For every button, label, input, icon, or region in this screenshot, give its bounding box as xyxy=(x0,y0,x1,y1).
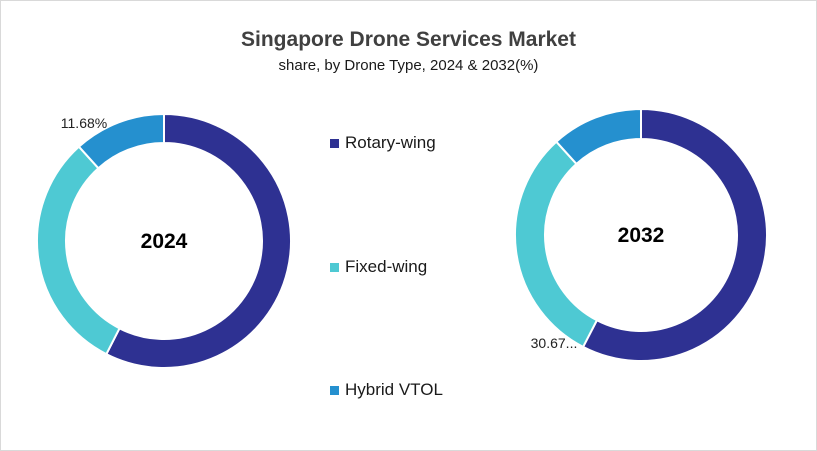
legend-label: Fixed-wing xyxy=(345,257,428,276)
donut-slice-fixed-wing-2032 xyxy=(514,140,599,349)
donut-slice-rotary-wing-2024 xyxy=(104,112,292,369)
donut-slice-hybrid-vtol-2024 xyxy=(77,112,165,170)
legend-swatch xyxy=(330,262,339,272)
legend-item-rotary-wing: Rotary-wing xyxy=(330,133,436,153)
legend-swatch xyxy=(330,385,339,395)
legend-item-fixed-wing: Fixed-wing xyxy=(330,257,427,277)
chart-title: Singapore Drone Services Market xyxy=(241,28,576,51)
legend-label: Rotary-wing xyxy=(345,133,436,152)
donut-slice-rotary-wing-2032 xyxy=(581,107,768,362)
donut-center-label: 2024 xyxy=(141,230,188,253)
chart-subtitle: share, by Drone Type, 2024 & 2032(%) xyxy=(278,57,539,74)
data-label: 11.68% xyxy=(61,115,107,131)
donut-center-label: 2032 xyxy=(618,224,665,247)
legend-item-hybrid-vtol: Hybrid VTOL xyxy=(330,380,443,400)
donut-slice-hybrid-vtol-2032 xyxy=(554,107,642,166)
legend-label: Hybrid VTOL xyxy=(345,380,443,399)
data-label: 30.67... xyxy=(531,335,578,351)
legend-swatch xyxy=(330,138,339,148)
donut-slice-fixed-wing-2024 xyxy=(36,145,121,356)
